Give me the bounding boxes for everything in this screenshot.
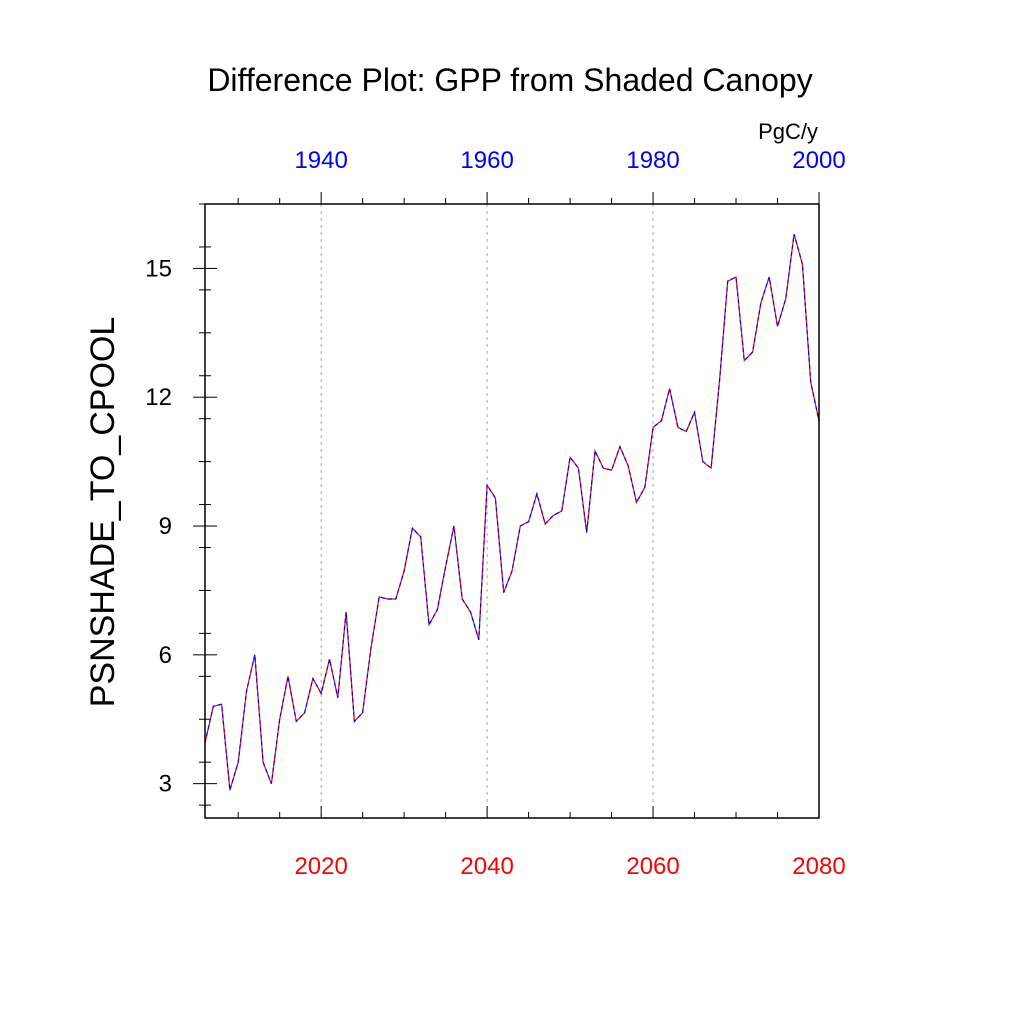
y-tick-label: 6 bbox=[159, 642, 172, 669]
x-top-tick-label: 1980 bbox=[626, 147, 679, 174]
x-bottom-tick-label: 2060 bbox=[626, 853, 679, 880]
grid-lines bbox=[320, 204, 654, 818]
x-top-tick-label: 1960 bbox=[460, 147, 513, 174]
x-top-tick-label: 2000 bbox=[792, 147, 845, 174]
data-series bbox=[204, 233, 820, 791]
axis-ticks bbox=[193, 192, 820, 818]
y-tick-label: 12 bbox=[145, 384, 172, 411]
y-tick-label: 15 bbox=[145, 255, 172, 282]
y-tick-label: 3 bbox=[159, 771, 172, 798]
x-bottom-tick-label: 2080 bbox=[792, 853, 845, 880]
series-line-red bbox=[204, 233, 820, 791]
plot-frame bbox=[204, 203, 820, 819]
x-top-tick-label: 1940 bbox=[294, 147, 347, 174]
y-axis-label: PSNSHADE_TO_CPOOL bbox=[84, 317, 122, 708]
x-bottom-tick-label: 2020 bbox=[294, 853, 347, 880]
x-bottom-tick-label: 2040 bbox=[460, 853, 513, 880]
series-line-blue bbox=[204, 233, 820, 791]
tick-labels: 2020 2040 2060 2080 1940 1960 1980 2000 3 6 9 12 15 bbox=[145, 147, 845, 880]
y-tick-label: 9 bbox=[159, 513, 172, 540]
chart-title: Difference Plot: GPP from Shaded Canopy bbox=[207, 62, 812, 98]
units-label: PgC/y bbox=[758, 119, 818, 144]
